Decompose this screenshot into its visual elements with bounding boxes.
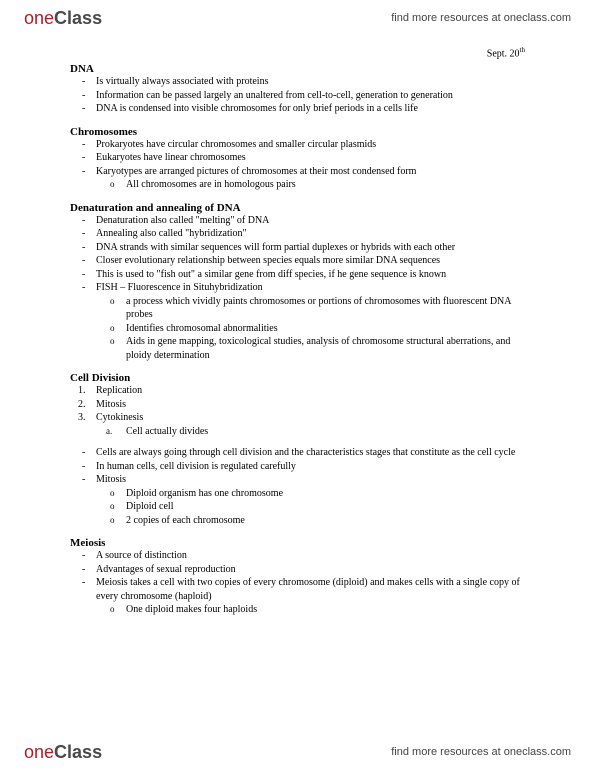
list-item-text: Karyotypes are arranged pictures of chro… [96, 166, 416, 177]
chrom-list: Prokaryotes have circular chromosomes an… [70, 138, 525, 192]
section-title-meiosis: Meiosis [70, 537, 525, 549]
list-item: In human cells, cell division is regulat… [96, 460, 525, 474]
section-title-chromosomes: Chromosomes [70, 126, 525, 138]
list-item-text: Meiosis takes a cell with two copies of … [96, 577, 520, 602]
celldiv-ol-sub: Cell actually divides [96, 425, 525, 439]
section-title-celldivision: Cell Division [70, 372, 525, 384]
list-item: Eukaryotes have linear chromosomes [96, 151, 525, 165]
footer: one Class find more resources at oneclas… [0, 734, 595, 770]
celldiv-ordered: Replication Mitosis Cytokinesis Cell act… [70, 384, 525, 438]
logo-part2: Class [54, 742, 102, 763]
celldiv-list: Cells are always going through cell divi… [70, 446, 525, 527]
celldiv-sublist: Diploid organism has one chromosome Dipl… [96, 487, 525, 528]
sub-item: Aids in gene mapping, toxicological stud… [126, 335, 525, 362]
ol-item: Cytokinesis Cell actually divides [96, 411, 525, 438]
logo-part1: one [24, 742, 54, 763]
ol-item: Replication [96, 384, 525, 398]
dna-list: Is virtually always associated with prot… [70, 75, 525, 116]
list-item: A source of distinction [96, 549, 525, 563]
date: Sept. 20th [70, 46, 525, 59]
sub-item: 2 copies of each chromosome [126, 514, 525, 528]
logo-part2: Class [54, 8, 102, 29]
list-item: Denaturation also called "melting" of DN… [96, 214, 525, 228]
date-text: Sept. 20 [487, 48, 520, 59]
list-item: FISH – Fluorescence in Situhybridization… [96, 281, 525, 362]
logo-part1: one [24, 8, 54, 29]
list-item: Mitosis Diploid organism has one chromos… [96, 473, 525, 527]
list-item: Prokaryotes have circular chromosomes an… [96, 138, 525, 152]
sub-item: a process which vividly paints chromosom… [126, 295, 525, 322]
sub-item: All chromosomes are in homologous pairs [126, 178, 525, 192]
list-item: DNA strands with similar sequences will … [96, 241, 525, 255]
document-content: Sept. 20th DNA Is virtually always assoc… [0, 36, 595, 617]
list-item: Annealing also called "hybridization" [96, 227, 525, 241]
list-item: Meiosis takes a cell with two copies of … [96, 576, 525, 617]
list-item: Closer evolutionary relationship between… [96, 254, 525, 268]
section-title-dna: DNA [70, 63, 525, 75]
logo-footer: one Class [24, 742, 102, 763]
section-title-denaturation: Denaturation and annealing of DNA [70, 202, 525, 214]
header: one Class find more resources at oneclas… [0, 0, 595, 36]
list-item: Advantages of sexual reproduction [96, 563, 525, 577]
ol-item: Mitosis [96, 398, 525, 412]
denat-sublist: a process which vividly paints chromosom… [96, 295, 525, 363]
sub-item: Diploid cell [126, 500, 525, 514]
sub-item: Identifies chromosomal abnormalities [126, 322, 525, 336]
footer-tagline: find more resources at oneclass.com [391, 746, 571, 758]
header-tagline: find more resources at oneclass.com [391, 12, 571, 24]
denat-list: Denaturation also called "melting" of DN… [70, 214, 525, 363]
chrom-sublist: All chromosomes are in homologous pairs [96, 178, 525, 192]
meiosis-sublist: One diploid makes four haploids [96, 603, 525, 617]
list-item: DNA is condensed into visible chromosome… [96, 102, 525, 116]
ol-item-text: Cytokinesis [96, 412, 143, 423]
list-item-text: FISH – Fluorescence in Situhybridization [96, 282, 263, 293]
date-sup: th [520, 46, 525, 54]
list-item-text: Mitosis [96, 474, 126, 485]
list-item: Karyotypes are arranged pictures of chro… [96, 165, 525, 192]
sub-item: One diploid makes four haploids [126, 603, 525, 617]
sub-item: Cell actually divides [126, 425, 525, 439]
logo: one Class [24, 8, 102, 29]
list-item: Information can be passed largely an una… [96, 89, 525, 103]
list-item: Is virtually always associated with prot… [96, 75, 525, 89]
meiosis-list: A source of distinction Advantages of se… [70, 549, 525, 617]
list-item: This is used to "fish out" a similar gen… [96, 268, 525, 282]
list-item: Cells are always going through cell divi… [96, 446, 525, 460]
sub-item: Diploid organism has one chromosome [126, 487, 525, 501]
